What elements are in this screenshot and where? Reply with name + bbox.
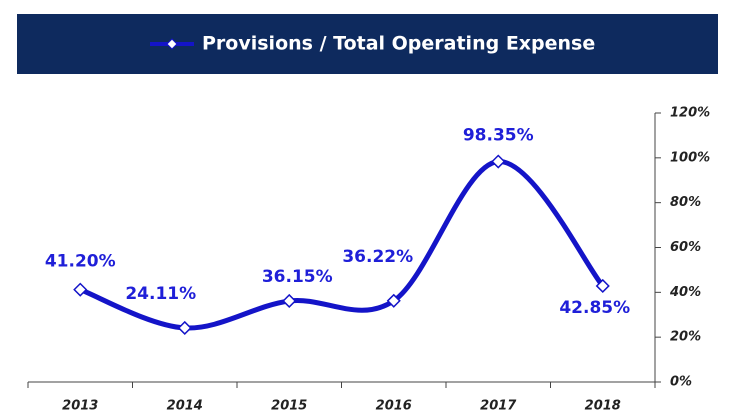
y-tick-label: 120% (670, 106, 710, 121)
y-tick-label: 100% (670, 150, 710, 165)
y-tick-label: 0% (670, 375, 692, 390)
legend-marker (166, 38, 178, 50)
point-marker (491, 154, 506, 169)
x-tick-label: 2016 (376, 399, 412, 414)
data-label: 24.11% (125, 284, 196, 304)
point-marker (73, 282, 88, 297)
point-marker (595, 278, 610, 294)
legend-label: Provisions / Total Operating Expense (202, 33, 595, 55)
data-label: 42.85% (559, 298, 630, 318)
point-marker (282, 293, 297, 309)
x-tick-label: 2017 (480, 399, 517, 414)
data-label: 98.35% (463, 126, 534, 146)
data-label: 36.22% (342, 247, 413, 267)
point-marker (386, 293, 401, 308)
y-tick-label: 20% (670, 330, 701, 345)
x-tick-label: 2018 (585, 399, 621, 414)
data-label: 36.15% (262, 267, 333, 287)
x-tick-label: 2015 (271, 399, 307, 414)
point-marker (177, 320, 192, 336)
y-tick-label: 40% (669, 285, 701, 300)
legend-banner (17, 14, 718, 74)
data-label: 41.20% (45, 252, 116, 272)
x-tick-label: 2014 (167, 399, 203, 414)
x-tick-label: 2013 (62, 399, 98, 414)
y-tick-label: 80% (670, 195, 701, 210)
y-tick-label: 60% (670, 240, 701, 255)
